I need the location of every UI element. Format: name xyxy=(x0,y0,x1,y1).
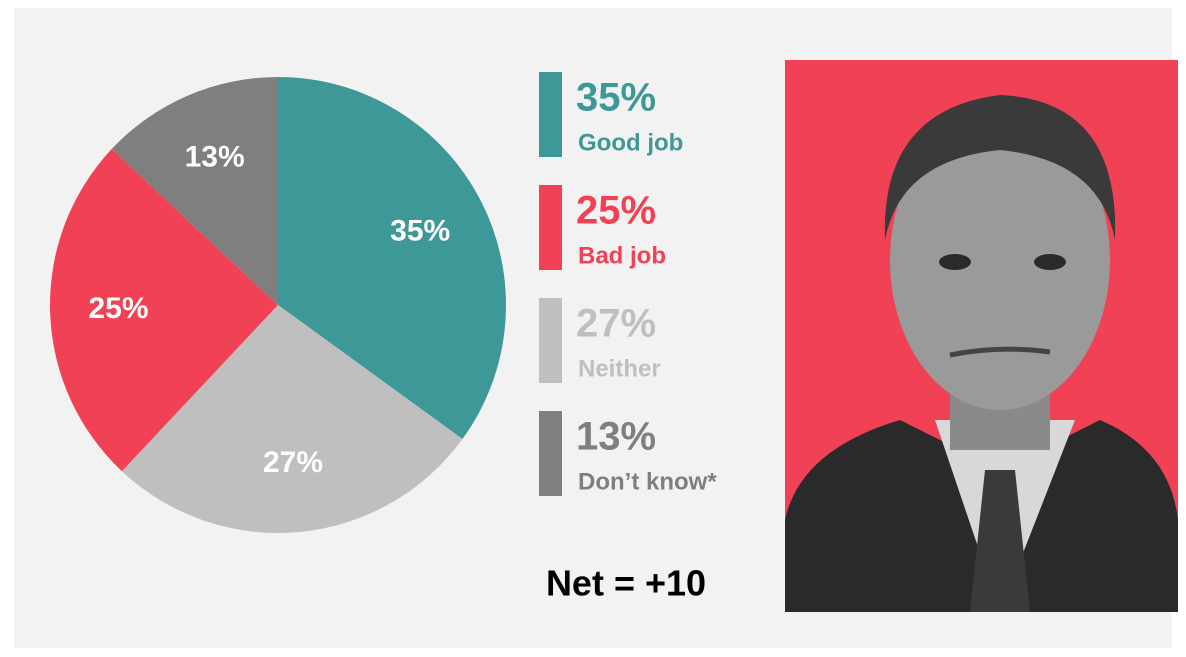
legend-label: Good job xyxy=(578,129,683,156)
slice-label: 35% xyxy=(390,214,450,247)
legend-value: 13% xyxy=(576,415,656,459)
pie-slice xyxy=(50,148,278,472)
slice-label: 25% xyxy=(88,292,148,325)
legend-label: Bad job xyxy=(578,242,666,269)
legend-value: 27% xyxy=(576,302,656,346)
legend-swatch xyxy=(539,411,562,496)
legend-swatch xyxy=(539,185,562,270)
pie-slice xyxy=(111,77,278,305)
legend-label: Neither xyxy=(578,355,661,382)
legend-swatch xyxy=(539,298,562,383)
pie-slice xyxy=(121,305,463,533)
slice-label: 27% xyxy=(263,446,323,479)
net-annotation: Net = +10 xyxy=(546,563,706,604)
legend-label: Don’t know* xyxy=(578,468,717,495)
photo xyxy=(785,60,1178,612)
slice-label: 13% xyxy=(185,140,245,173)
pie-slice xyxy=(278,77,506,440)
legend-value: 25% xyxy=(576,189,656,233)
legend-swatch xyxy=(539,72,562,157)
legend-value: 35% xyxy=(576,76,656,120)
